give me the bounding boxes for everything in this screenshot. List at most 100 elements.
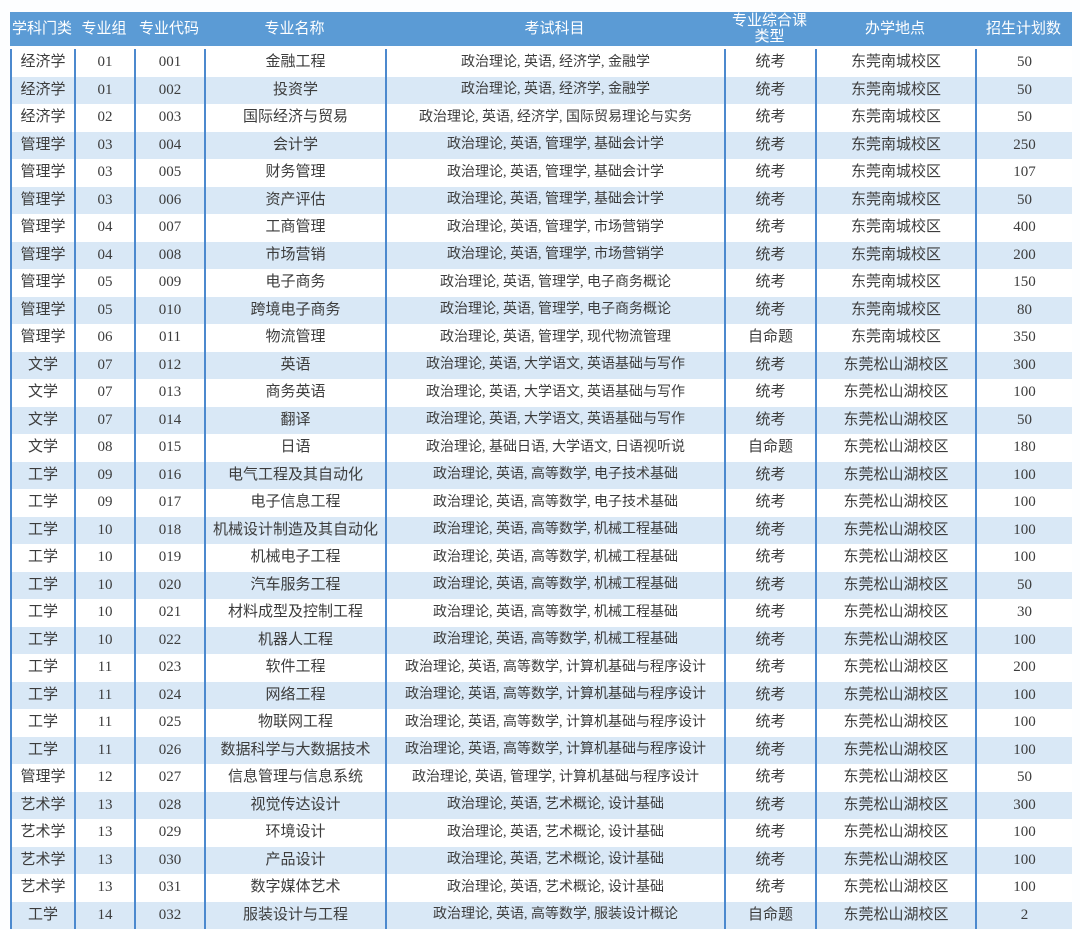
cell-exam_type: 统考 [724, 131, 815, 159]
cell-quota: 150 [975, 269, 1072, 297]
cell-quota: 300 [975, 351, 1072, 379]
cell-group: 11 [74, 681, 134, 709]
cell-major: 市场营销 [204, 241, 385, 269]
cell-quota: 100 [975, 846, 1072, 874]
cell-code: 008 [134, 241, 204, 269]
cell-code: 026 [134, 736, 204, 764]
cell-discipline: 文学 [27, 384, 58, 401]
cell-code: 020 [134, 571, 204, 599]
cell-campus: 东莞南城校区 [815, 241, 975, 269]
cell-subjects: 政治理论, 英语, 高等数学, 计算机基础与程序设计 [385, 736, 724, 764]
cell-major: 商务英语 [204, 379, 385, 407]
cell-quota: 300 [975, 791, 1072, 819]
cell-major: 国际经济与贸易 [204, 104, 385, 132]
cell-major: 金融工程 [204, 49, 385, 77]
cell-subjects: 政治理论, 英语, 艺术概论, 设计基础 [385, 874, 724, 902]
cell-campus: 东莞松山湖校区 [815, 874, 975, 902]
table-header: 学科门类 专业组 专业代码 专业名称 考试科目 专业综合课 类型 办学地点 招生… [10, 12, 1072, 46]
cell-subjects: 政治理论, 基础日语, 大学语文, 日语视听说 [385, 434, 724, 462]
cell-discipline: 管理学 [20, 301, 66, 318]
cell-quota: 350 [975, 324, 1072, 352]
cell-discipline: 工学 [27, 494, 58, 511]
cell-campus: 东莞南城校区 [815, 104, 975, 132]
cell-campus: 东莞松山湖校区 [815, 379, 975, 407]
cell-quota: 250 [975, 131, 1072, 159]
cell-quota: 100 [975, 819, 1072, 847]
cell-exam_type: 统考 [724, 379, 815, 407]
cell-code: 002 [134, 76, 204, 104]
table-row: 管理学 03 005 财务管理 政治理论, 英语, 管理学, 基础会计学 统考 东莞南城校区… [10, 159, 1072, 187]
cell-exam_type: 统考 [724, 351, 815, 379]
cell-group: 11 [74, 654, 134, 682]
cell-subjects: 政治理论, 英语, 高等数学, 电子技术基础 [385, 489, 724, 517]
cell-subjects: 政治理论, 英语, 大学语文, 英语基础与写作 [385, 406, 724, 434]
cell-exam_type: 统考 [724, 516, 815, 544]
cell-subjects: 政治理论, 英语, 大学语文, 英语基础与写作 [385, 351, 724, 379]
cell-major: 汽车服务工程 [204, 571, 385, 599]
cell-subjects: 政治理论, 英语, 大学语文, 英语基础与写作 [385, 379, 724, 407]
cell-exam_type: 统考 [724, 709, 815, 737]
cell-quota: 50 [975, 76, 1072, 104]
cell-quota: 50 [975, 104, 1072, 132]
cell-group: 10 [74, 571, 134, 599]
cell-campus: 东莞松山湖校区 [815, 654, 975, 682]
cell-subjects: 政治理论, 英语, 高等数学, 计算机基础与程序设计 [385, 654, 724, 682]
cell-quota: 50 [975, 764, 1072, 792]
cell-campus: 东莞松山湖校区 [815, 819, 975, 847]
cell-major: 会计学 [204, 131, 385, 159]
cell-discipline: 管理学 [20, 329, 66, 346]
cell-code: 003 [134, 104, 204, 132]
cell-major: 日语 [204, 434, 385, 462]
cell-subjects: 政治理论, 英语, 高等数学, 计算机基础与程序设计 [385, 709, 724, 737]
table-row: 管理学 04 008 市场营销 政治理论, 英语, 管理学, 市场营销学 统考 东莞南城校区… [10, 241, 1072, 269]
cell-campus: 东莞松山湖校区 [815, 709, 975, 737]
header-code: 专业代码 [138, 21, 199, 37]
cell-discipline: 艺术学 [20, 824, 66, 841]
table-row: 工学 11 024 网络工程 政治理论, 英语, 高等数学, 计算机基础与程序设计 统考东… [10, 681, 1072, 709]
cell-discipline: 文学 [27, 356, 58, 373]
cell-code: 032 [134, 901, 204, 929]
cell-code: 018 [134, 516, 204, 544]
cell-subjects: 政治理论, 英语, 高等数学, 机械工程基础 [385, 544, 724, 572]
cell-group: 02 [74, 104, 134, 132]
cell-discipline: 工学 [27, 714, 58, 731]
cell-campus: 东莞松山湖校区 [815, 626, 975, 654]
table-row: 管理学 12 027 信息管理与信息系统 政治理论, 英语, 管理学, 计算机基础与程序… [10, 764, 1072, 792]
cell-code: 007 [134, 214, 204, 242]
cell-group: 10 [74, 626, 134, 654]
table-body: 经济学 01 001 金融工程 政治理论, 英语, 经济学, 金融学 统考 东莞南城校区 50… [10, 49, 1072, 929]
table-row: 管理学 04 007 工商管理 政治理论, 英语, 管理学, 市场营销学 统考 东莞南城校区… [10, 214, 1072, 242]
cell-quota: 100 [975, 736, 1072, 764]
cell-campus: 东莞松山湖校区 [815, 351, 975, 379]
cell-discipline: 工学 [27, 906, 58, 923]
cell-quota: 100 [975, 461, 1072, 489]
cell-campus: 东莞松山湖校区 [815, 434, 975, 462]
cell-code: 028 [134, 791, 204, 819]
cell-quota: 100 [975, 681, 1072, 709]
cell-exam_type: 自命题 [724, 324, 815, 352]
cell-subjects: 政治理论, 英语, 高等数学, 计算机基础与程序设计 [385, 681, 724, 709]
cell-code: 024 [134, 681, 204, 709]
cell-group: 09 [74, 461, 134, 489]
table-row: 文学 07 012 英语 政治理论, 英语, 大学语文, 英语基础与写作 统考 东莞松山湖校… [10, 351, 1072, 379]
table-row: 管理学 05 010 跨境电子商务 政治理论, 英语, 管理学, 电子商务概论 统考 东莞南… [10, 296, 1072, 324]
cell-exam_type: 统考 [724, 654, 815, 682]
cell-code: 027 [134, 764, 204, 792]
cell-major: 电子商务 [204, 269, 385, 297]
cell-campus: 东莞松山湖校区 [815, 461, 975, 489]
cell-exam_type: 统考 [724, 819, 815, 847]
cell-major: 视觉传达设计 [204, 791, 385, 819]
cell-code: 023 [134, 654, 204, 682]
table-row: 工学 10 021 材料成型及控制工程 政治理论, 英语, 高等数学, 机械工程基础 统考… [10, 599, 1072, 627]
cell-quota: 100 [975, 626, 1072, 654]
cell-major: 物流管理 [204, 324, 385, 352]
table-row: 管理学 03 006 资产评估 政治理论, 英语, 管理学, 基础会计学 统考 东莞南城校区… [10, 186, 1072, 214]
cell-quota: 100 [975, 709, 1072, 737]
cell-campus: 东莞南城校区 [815, 49, 975, 77]
cell-major: 数字媒体艺术 [204, 874, 385, 902]
cell-exam_type: 统考 [724, 406, 815, 434]
cell-exam_type: 统考 [724, 76, 815, 104]
table-row: 经济学 01 002 投资学 政治理论, 英语, 经济学, 金融学 统考 东莞南城校区 50 [10, 76, 1072, 104]
table-row: 工学 14 032 服装设计与工程 政治理论, 英语, 高等数学, 服装设计概论 自命题东… [10, 901, 1072, 929]
cell-code: 022 [134, 626, 204, 654]
